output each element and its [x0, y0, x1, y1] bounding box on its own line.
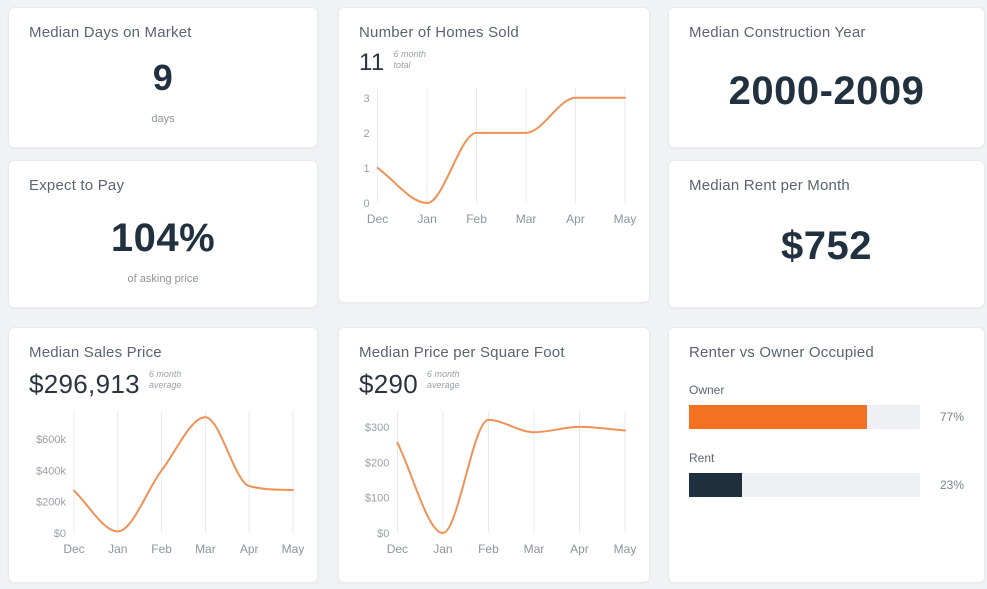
- svg-text:Apr: Apr: [570, 542, 589, 556]
- svg-text:Dec: Dec: [367, 212, 388, 226]
- svg-text:Feb: Feb: [151, 542, 172, 556]
- card-title: Median Price per Square Foot: [359, 344, 565, 361]
- owner-bar-label: Owner: [689, 383, 725, 397]
- expect-to-pay-caption: of asking price: [127, 273, 199, 285]
- svg-text:Dec: Dec: [387, 542, 408, 556]
- svg-text:3: 3: [363, 93, 369, 105]
- svg-text:Mar: Mar: [524, 542, 545, 556]
- rent-bar-percent: 23%: [939, 478, 964, 492]
- card-renter-vs-owner-occupied: Renter vs Owner Occupied Owner 77% Rent …: [668, 327, 985, 583]
- expect-to-pay-value: 104%: [110, 216, 216, 260]
- card-median-days-on-market: Median Days on Market 9 days: [8, 7, 318, 148]
- homes-sold-value: 11: [359, 49, 385, 76]
- days-on-market-value: 9: [152, 57, 174, 98]
- days-on-market-caption: days: [151, 113, 175, 125]
- card-title: Median Sales Price: [29, 344, 162, 361]
- owner-bar-fill: [689, 405, 867, 429]
- occupancy-bar-chart: Owner 77% Rent 23%: [689, 383, 964, 497]
- svg-text:$200: $200: [365, 457, 389, 469]
- card-median-sales-price: Median Sales Price $296,913 6 month aver…: [8, 327, 318, 583]
- svg-text:May: May: [614, 542, 637, 556]
- card-title: Median Rent per Month: [689, 177, 850, 194]
- owner-bar-track: [689, 405, 920, 429]
- svg-text:1: 1: [363, 163, 369, 175]
- card-title: Median Construction Year: [689, 24, 866, 41]
- svg-text:2: 2: [363, 128, 369, 140]
- svg-text:Mar: Mar: [195, 542, 216, 556]
- card-title: Renter vs Owner Occupied: [689, 344, 874, 361]
- owner-bar-percent: 77%: [939, 410, 964, 424]
- rent-bar-row: Rent 23%: [689, 451, 964, 497]
- card-median-construction-year: Median Construction Year 2000-2009: [668, 7, 985, 148]
- card-expect-to-pay: Expect to Pay 104% of asking price: [8, 160, 318, 308]
- sales-price-value: $296,913: [29, 369, 140, 399]
- card-number-of-homes-sold: Number of Homes Sold 11 6 month total 0 1…: [338, 7, 650, 303]
- price-per-sqft-value: $290: [359, 369, 419, 399]
- sales-price-stat: $296,913 6 month average: [29, 369, 297, 399]
- owner-bar-row: Owner 77%: [689, 383, 964, 429]
- svg-text:Jan: Jan: [108, 542, 127, 556]
- rent-bar-track: [689, 473, 920, 497]
- card-median-price-per-square-foot: Median Price per Square Foot $290 6 mont…: [338, 327, 650, 583]
- rent-bar-label: Rent: [689, 451, 715, 465]
- svg-text:$200k: $200k: [36, 497, 66, 509]
- card-median-rent-per-month: Median Rent per Month $752: [668, 160, 985, 308]
- construction-year-value: 2000-2009: [728, 69, 925, 113]
- svg-text:Feb: Feb: [478, 542, 499, 556]
- svg-text:$300: $300: [365, 422, 389, 434]
- sales-price-note: 6 month average: [148, 369, 182, 390]
- card-title: Number of Homes Sold: [359, 24, 519, 41]
- svg-text:Dec: Dec: [63, 542, 84, 556]
- svg-text:Apr: Apr: [566, 212, 585, 226]
- svg-text:Feb: Feb: [466, 212, 487, 226]
- price-per-sqft-stat: $290 6 month average: [359, 369, 629, 399]
- svg-text:0: 0: [363, 198, 369, 210]
- price-per-sqft-note: 6 month average: [427, 369, 460, 390]
- svg-text:Jan: Jan: [433, 542, 452, 556]
- rent-per-month-value: $752: [781, 224, 872, 268]
- svg-text:$600k: $600k: [36, 434, 66, 446]
- svg-text:$100: $100: [365, 493, 389, 505]
- homes-sold-line-chart: 0 1 2 3 Dec Jan Feb Mar Apr May: [363, 89, 637, 226]
- svg-text:$400k: $400k: [36, 465, 66, 477]
- homes-sold-stat: 11 6 month total: [359, 49, 629, 76]
- card-title: Expect to Pay: [29, 177, 125, 194]
- rent-bar-fill: [689, 473, 743, 497]
- sales-price-line-chart: $0 $200k $400k $600k Dec Jan Feb Mar Apr May: [36, 411, 305, 556]
- card-title: Median Days on Market: [29, 24, 192, 41]
- homes-sold-note: 6 month total: [393, 49, 427, 70]
- svg-text:Apr: Apr: [240, 542, 259, 556]
- svg-text:May: May: [282, 542, 305, 556]
- price-per-sqft-line-chart: $0 $100 $200 $300 Dec Jan Feb Mar Apr May: [365, 411, 637, 556]
- svg-text:May: May: [614, 212, 637, 226]
- svg-text:Mar: Mar: [516, 212, 537, 226]
- svg-text:$0: $0: [377, 528, 389, 540]
- svg-text:$0: $0: [54, 528, 66, 540]
- svg-text:Jan: Jan: [417, 212, 436, 226]
